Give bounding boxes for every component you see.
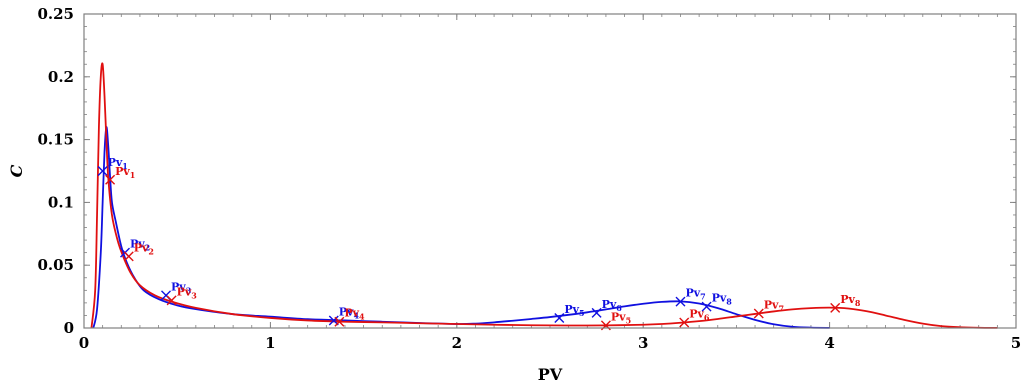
x-tick-label: 3 (638, 334, 648, 352)
y-tick-label: 0.2 (48, 68, 74, 86)
y-tick-label: 0.1 (48, 193, 74, 211)
x-axis-label: PV (538, 365, 563, 384)
y-tick-label: 0 (64, 319, 74, 337)
x-tick-label: 0 (79, 334, 89, 352)
y-tick-label: 0.15 (37, 131, 74, 149)
x-tick-label: 5 (1011, 334, 1021, 352)
x-tick-label: 4 (824, 334, 834, 352)
x-tick-label: 2 (452, 334, 462, 352)
plot-background (84, 14, 1016, 328)
y-tick-label: 0.05 (37, 256, 74, 274)
y-tick-label: 0.25 (37, 5, 74, 23)
y-axis-label: C (7, 164, 26, 177)
x-tick-label: 1 (265, 334, 275, 352)
